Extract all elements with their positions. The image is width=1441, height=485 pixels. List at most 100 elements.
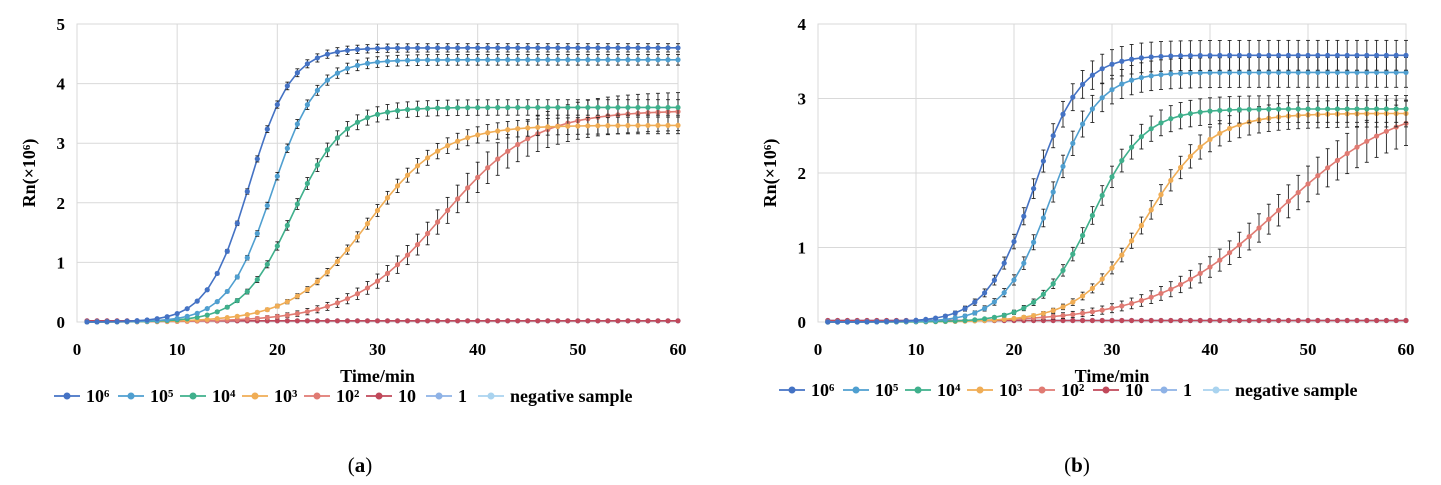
legend-entry: negative sample [1203,380,1357,400]
data-point [615,104,621,111]
data-point [595,123,601,129]
data-point [1040,291,1046,297]
data-point [595,104,601,111]
data-point [244,316,250,322]
data-point [535,124,541,130]
legend-entry: 10 [1093,380,1143,400]
data-point [1050,281,1056,287]
data-point [505,127,511,133]
data-point [344,246,351,253]
data-point [515,318,521,324]
data-point [515,126,521,132]
series-5 [84,92,681,325]
legend-label: 1 [1183,380,1192,400]
data-point [1148,73,1154,79]
legend-swatch-marker [788,386,796,394]
data-point [675,122,681,128]
data-point [1236,242,1242,248]
data-point [545,45,551,51]
data-point [1393,317,1399,324]
data-point [1197,270,1203,276]
legend-swatch-marker [1212,386,1220,394]
data-point [94,319,100,325]
legend-entry: negative sample [478,386,632,406]
data-point [1325,52,1331,58]
data-point [545,124,551,130]
data-point [184,313,190,320]
legend-entry: 1 [1151,380,1192,400]
data-point [1119,252,1125,258]
data-point [344,65,351,72]
data-point [324,51,331,57]
legend-label: 1 [458,386,467,406]
data-point [244,188,250,195]
legend-entry: 10⁴ [905,380,961,400]
legend-swatch-marker [852,386,860,394]
legend-label: 10 [1125,380,1143,400]
data-point [284,83,290,89]
data-point [1374,69,1380,76]
data-point [1344,317,1350,324]
data-point [1021,213,1027,219]
data-point [942,313,948,319]
data-point [324,318,331,324]
data-point [1334,69,1340,76]
data-point [1031,312,1037,319]
data-point [414,241,421,248]
data-point [1040,158,1046,164]
data-point [254,276,260,283]
data-point [475,132,481,138]
data-point [903,318,909,324]
data-point [324,77,331,83]
series-line [87,58,678,323]
series-5 [825,100,1409,325]
legend-entry: 10⁵ [843,380,899,400]
data-point [244,255,250,261]
data-point [1246,106,1252,113]
data-point [475,104,481,111]
data-point [274,303,280,309]
data-point [364,221,371,227]
data-point [214,316,220,322]
data-point [1178,281,1184,288]
y-tick-label: 2 [57,194,66,213]
data-point [1060,304,1066,310]
data-point [445,57,451,63]
data-point [933,315,939,321]
data-point [1109,61,1115,67]
y-tick-label: 0 [798,313,807,332]
data-point [1403,52,1409,58]
data-point [364,285,371,291]
series-line [87,106,678,323]
data-point [1168,177,1174,183]
data-point [1168,71,1174,77]
data-point [1197,52,1203,59]
data-point [1011,277,1017,283]
data-point [254,230,260,237]
data-point [1354,69,1360,76]
data-point [665,104,671,111]
data-point [1295,69,1301,76]
data-point [394,183,401,189]
data-point [1197,317,1203,324]
data-point [1040,310,1046,317]
data-point [1276,207,1282,213]
data-point [1158,290,1164,297]
x-tick-label: 60 [1398,340,1415,359]
data-point [525,57,531,63]
data-point [284,222,290,229]
series-line [827,112,1406,323]
data-point [304,309,310,315]
data-point [1285,317,1291,324]
data-point [1364,106,1370,112]
data-point [1080,293,1086,299]
data-point [394,262,401,268]
x-tick-label: 40 [469,340,486,359]
data-point [625,104,631,111]
data-point [264,126,270,132]
data-point [665,57,671,63]
data-point [1374,52,1380,58]
data-point [555,123,561,130]
data-point [1011,315,1017,322]
data-point [1266,69,1272,76]
